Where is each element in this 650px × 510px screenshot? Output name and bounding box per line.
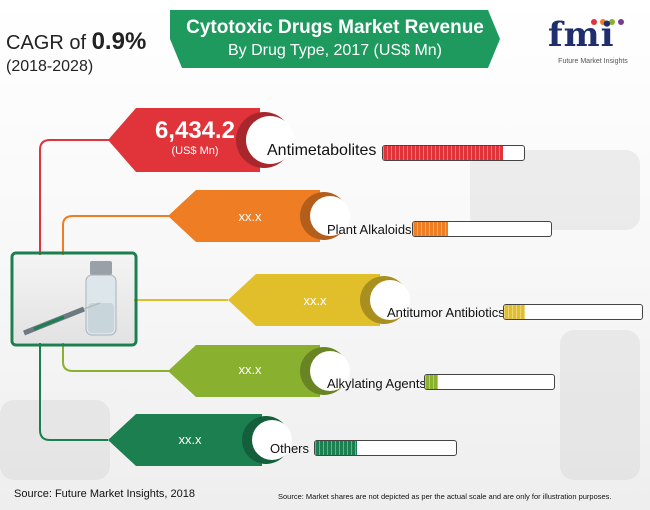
segment-cap-inner-antitumor-antibiotics (370, 280, 410, 320)
cagr-prefix: CAGR of (6, 32, 92, 54)
value-label-alkylating-agents: xx.x (238, 362, 262, 377)
footer-note: Source: Market shares are not depicted a… (278, 492, 612, 501)
chart-subtitle: By Drug Type, 2017 (US$ Mn) (227, 42, 443, 59)
segment-arrow-plant-alkaloids (168, 190, 320, 242)
share-bar-fill (425, 375, 438, 389)
product-image-frame (10, 251, 138, 347)
segment-arrow-alkylating-agents (168, 345, 320, 397)
share-bar-fill (413, 222, 448, 236)
value-label-plant-alkaloids: xx.x (238, 209, 262, 224)
drug-vial-image (14, 255, 134, 343)
value-label-antimetabolites: 6,434.2 (154, 117, 236, 144)
background-decoration (470, 150, 640, 230)
title-banner: Cytotoxic Drugs Market Revenue By Drug T… (170, 6, 500, 72)
segment-arrows (108, 108, 410, 466)
segment-cap-inner-plant-alkaloids (310, 196, 350, 236)
category-label-antimetabolites: Antimetabolites (267, 142, 377, 159)
cagr-period: (2018-2028) (6, 58, 94, 75)
segment-cap-inner-alkylating-agents (310, 351, 350, 391)
fmi-logo: fmi Future Market Insights (540, 18, 650, 68)
share-bar-antitumor-antibiotics (503, 304, 643, 320)
background-decoration (560, 330, 640, 480)
share-bar-fill (383, 146, 503, 160)
segment-arrow-antitumor-antibiotics (228, 274, 380, 326)
share-bar-fill (504, 305, 525, 319)
chart-title: Cytotoxic Drugs Market Revenue (186, 17, 484, 38)
logo-tagline: Future Market Insights (558, 58, 628, 65)
value-label-antitumor-antibiotics: xx.x (303, 293, 327, 308)
vial-illustration (23, 261, 117, 336)
value-label-others: xx.x (178, 432, 202, 447)
segment-cap-inner-others (252, 420, 292, 460)
share-bar-antimetabolites (382, 145, 525, 161)
unit-label-antimetabolites: (US$ Mn) (171, 145, 219, 157)
cagr-value: 0.9% (91, 28, 147, 55)
category-label-plant-alkaloids: Plant Alkaloids (327, 222, 412, 237)
logo-mark: fmi (548, 15, 615, 55)
share-bar-alkylating-agents (424, 374, 555, 390)
segment-arrow-others (108, 414, 262, 466)
segment-arrow-antimetabolites (108, 108, 260, 172)
cagr-callout: CAGR of 0.9% (2018-2028) (6, 28, 146, 76)
logo-dots (591, 19, 624, 25)
connector-lines (39, 139, 228, 441)
share-bar-plant-alkaloids (412, 221, 552, 237)
category-label-antitumor-antibiotics: Antitumor Antibiotics (387, 305, 505, 320)
category-label-others: Others (270, 441, 310, 456)
category-label-alkylating-agents: Alkylating Agents (327, 376, 427, 391)
banner-shape (170, 10, 500, 68)
segment-cap-inner-antimetabolites (246, 116, 294, 164)
share-bar-others (314, 440, 457, 456)
footer-source: Source: Future Market Insights, 2018 (14, 488, 195, 500)
share-bar-fill (315, 441, 358, 455)
